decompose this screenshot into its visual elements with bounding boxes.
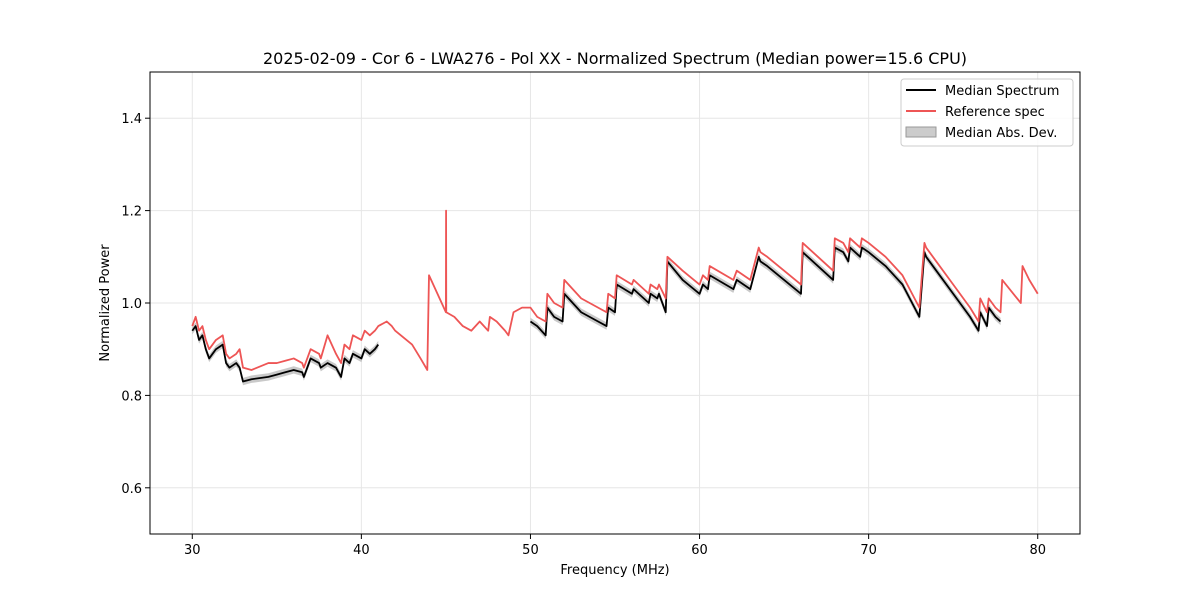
x-axis: 30 40 50 60 70 80 — [184, 534, 1046, 558]
mad-band — [192, 322, 379, 386]
y-axis: 0.6 0.8 1.0 1.2 1.4 — [121, 112, 150, 497]
y-tick-label: 1.4 — [121, 112, 142, 127]
legend-mad-label: Median Abs. Dev. — [945, 126, 1057, 141]
reference-spectrum-line — [191, 209, 1039, 371]
y-axis-label: Normalized Power — [98, 244, 113, 362]
plot-area — [191, 209, 1039, 386]
legend: Median Spectrum Reference spec Median Ab… — [900, 78, 1074, 147]
y-tick-label: 0.6 — [121, 482, 142, 497]
x-tick-label: 30 — [184, 543, 201, 558]
chart-title: 2025-02-09 - Cor 6 - LWA276 - Pol XX - N… — [263, 49, 967, 68]
legend-reference-label: Reference spec — [945, 105, 1045, 120]
x-tick-label: 40 — [353, 543, 370, 558]
x-tick-label: 80 — [1029, 543, 1046, 558]
y-tick-label: 1.0 — [121, 297, 142, 312]
x-tick-label: 70 — [860, 543, 877, 558]
legend-mad-swatch — [905, 126, 937, 138]
x-axis-label: Frequency (MHz) — [560, 563, 669, 578]
legend-box — [900, 78, 1074, 147]
x-tick-label: 50 — [522, 543, 539, 558]
y-tick-label: 1.2 — [121, 205, 142, 220]
median-spectrum-line — [191, 325, 379, 383]
x-tick-label: 60 — [691, 543, 708, 558]
legend-median-label: Median Spectrum — [945, 84, 1059, 99]
median-spectrum-line — [529, 246, 1002, 337]
y-tick-label: 0.8 — [121, 389, 142, 404]
